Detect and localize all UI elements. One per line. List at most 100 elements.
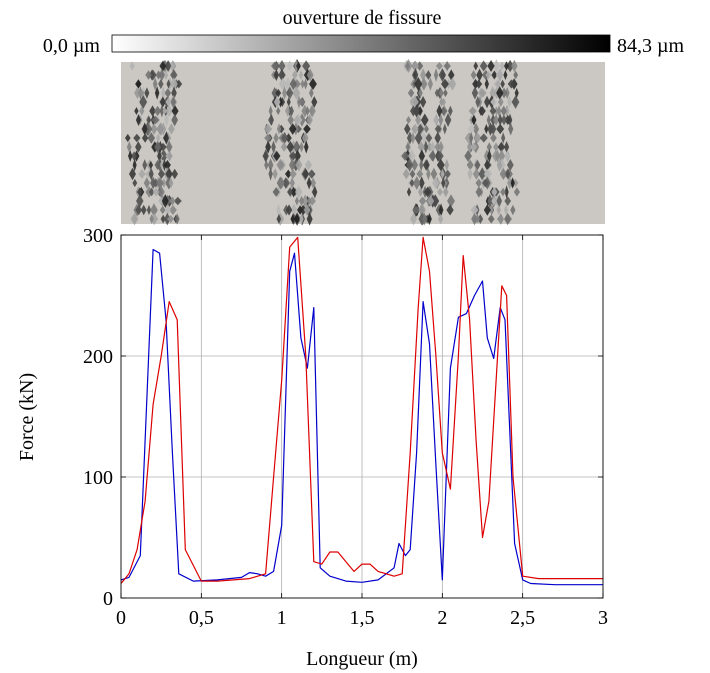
crack-cell bbox=[401, 151, 409, 161]
crack-cell bbox=[436, 158, 445, 172]
colorbar bbox=[111, 34, 611, 53]
crack-cell bbox=[268, 167, 273, 181]
crack-cell bbox=[504, 196, 512, 206]
crack-cell bbox=[129, 61, 135, 71]
colorbar-max-label: 84,3 µm bbox=[617, 35, 685, 57]
crack-cell bbox=[158, 169, 165, 179]
crack-cell bbox=[485, 70, 492, 80]
crack-cell bbox=[145, 70, 152, 80]
crack-cell bbox=[491, 70, 498, 80]
crack-cell bbox=[411, 60, 419, 72]
crack-cell bbox=[278, 77, 287, 91]
crack-cell bbox=[476, 68, 483, 82]
y-tick-label: 0 bbox=[103, 588, 113, 610]
crack-cell bbox=[481, 178, 489, 188]
crack-cell bbox=[159, 96, 166, 108]
crack-cell bbox=[290, 186, 297, 198]
x-tick-label: 3 bbox=[598, 607, 608, 629]
crack-cell bbox=[422, 213, 428, 225]
crack-cell bbox=[422, 159, 430, 171]
crack-cell bbox=[409, 169, 416, 179]
crack-cell bbox=[157, 185, 165, 199]
crack-cell bbox=[433, 68, 439, 82]
crack-cell bbox=[166, 140, 173, 154]
crack-cell bbox=[490, 133, 497, 143]
crack-cell bbox=[436, 150, 444, 162]
crack-cell bbox=[308, 196, 316, 206]
crack-cell bbox=[273, 95, 281, 109]
crack-cell bbox=[276, 123, 282, 135]
crack-cell bbox=[152, 77, 158, 91]
series-line-2 bbox=[121, 236, 603, 584]
crack-cell bbox=[175, 79, 183, 89]
crack-cell bbox=[164, 88, 172, 98]
crack-cell bbox=[262, 149, 269, 163]
crack-cell bbox=[427, 195, 435, 207]
crack-cell bbox=[471, 212, 478, 226]
colorbar-title: ouverture de fissure bbox=[283, 7, 442, 29]
x-tick-label: 0 bbox=[116, 607, 126, 629]
crack-cell bbox=[139, 106, 145, 116]
crack-cell bbox=[504, 141, 510, 153]
crack-cell bbox=[132, 158, 137, 172]
crack-cell bbox=[285, 204, 293, 216]
crack-cell bbox=[165, 151, 174, 161]
crack-cell bbox=[135, 204, 142, 216]
crack-cell bbox=[286, 86, 294, 100]
crack-cell bbox=[286, 97, 291, 107]
crack-cell bbox=[312, 185, 318, 199]
crack-cell bbox=[504, 150, 510, 162]
crack-cell bbox=[275, 88, 282, 98]
crack-cell bbox=[443, 61, 451, 71]
crack-map-cells bbox=[125, 59, 520, 226]
crack-cell bbox=[301, 104, 309, 118]
crack-cell bbox=[286, 140, 295, 154]
crack-cell bbox=[156, 122, 165, 136]
crack-cell bbox=[496, 158, 503, 172]
crack-cell bbox=[282, 86, 287, 100]
crack-cell bbox=[490, 122, 497, 136]
crack-cell bbox=[162, 106, 167, 116]
crack-cell bbox=[268, 114, 274, 126]
crack-cell bbox=[511, 59, 518, 73]
crack-cell bbox=[432, 176, 440, 190]
crack-cell bbox=[478, 167, 487, 181]
crack-cell bbox=[304, 159, 313, 171]
crack-cell bbox=[508, 122, 514, 136]
crack-cell bbox=[131, 151, 137, 161]
crack-cell bbox=[149, 105, 156, 117]
crack-cell bbox=[499, 167, 508, 181]
crack-cell bbox=[294, 149, 301, 163]
crack-cell bbox=[405, 142, 411, 152]
crack-cell bbox=[406, 158, 414, 172]
x-tick-label: 1,5 bbox=[350, 607, 375, 629]
crack-cell bbox=[448, 105, 453, 117]
x-axis-ticks: 0 0,5 1 1,5 2 2,5 3 bbox=[116, 235, 608, 629]
crack-cell bbox=[472, 168, 480, 180]
crack-cell bbox=[406, 187, 412, 197]
crack-cell bbox=[441, 177, 446, 189]
crack-cell bbox=[276, 158, 285, 172]
crack-cell bbox=[438, 203, 444, 217]
crack-cell bbox=[294, 213, 300, 225]
crack-cell bbox=[474, 133, 482, 143]
crack-cell bbox=[161, 178, 167, 188]
crack-cell bbox=[416, 61, 424, 71]
crack-cell bbox=[159, 205, 166, 215]
crack-cell bbox=[138, 169, 146, 179]
crack-cell bbox=[161, 86, 166, 100]
crack-cell bbox=[148, 167, 154, 181]
crack-cell bbox=[419, 96, 427, 108]
crack-cell bbox=[136, 194, 144, 208]
crack-cell bbox=[416, 123, 424, 135]
crack-cell bbox=[166, 79, 171, 89]
crack-cell bbox=[497, 141, 506, 153]
crack-cell bbox=[282, 177, 290, 189]
crack-cell bbox=[490, 97, 498, 107]
crack-cell bbox=[290, 213, 295, 225]
crack-cell bbox=[126, 141, 132, 153]
colorbar-min-label: 0,0 µm bbox=[43, 35, 101, 57]
crack-cell bbox=[425, 70, 432, 80]
crack-cell bbox=[479, 88, 487, 98]
crack-cell bbox=[409, 212, 418, 226]
